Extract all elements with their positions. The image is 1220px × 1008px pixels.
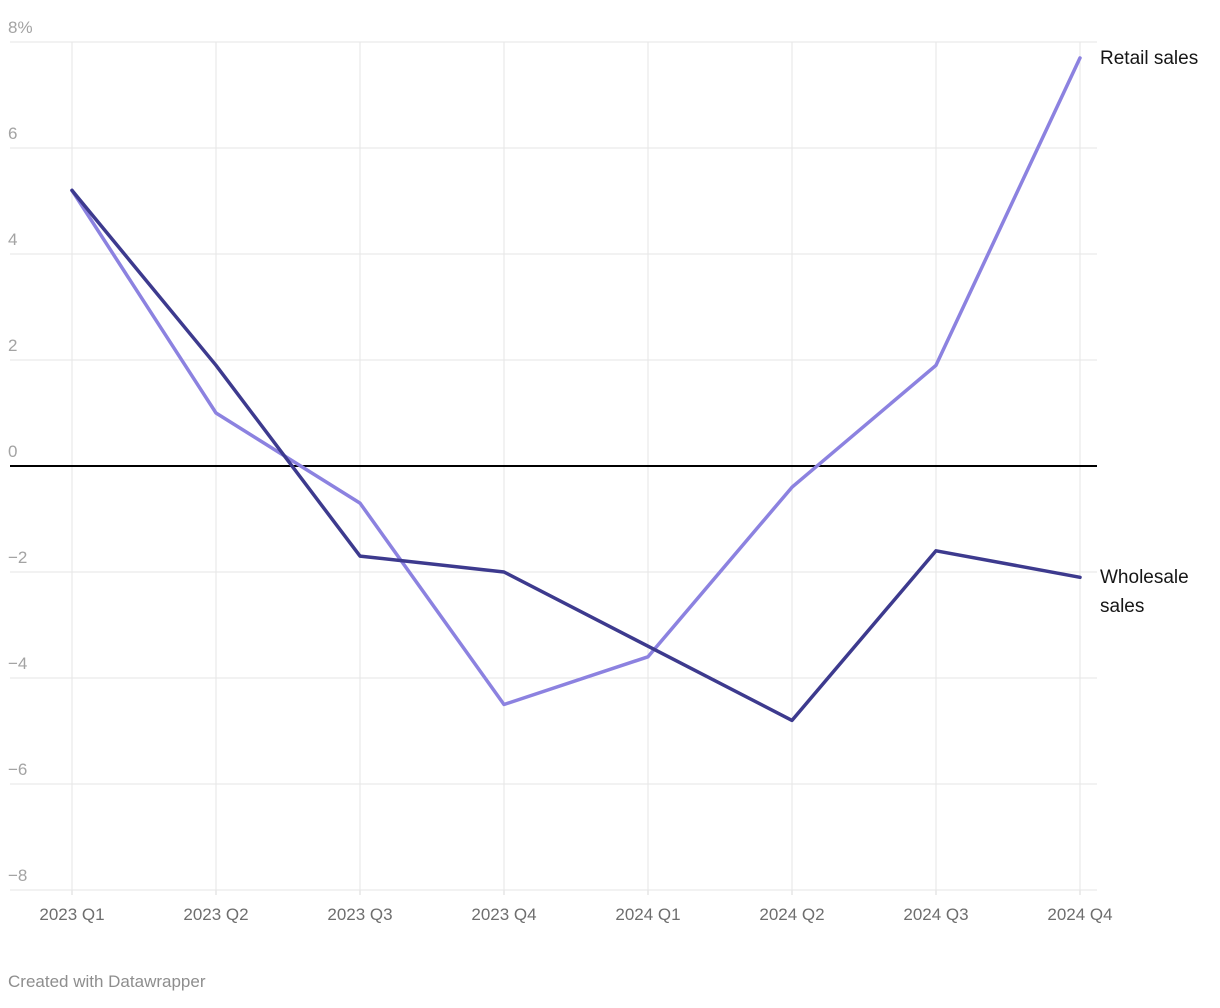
y-tick-label: 2	[8, 336, 17, 355]
y-tick-label: 6	[8, 124, 17, 143]
chart-plot: 2023 Q1 2023 Q2 2023 Q3 2023 Q4 2024 Q1 2024 …	[8, 18, 1113, 924]
x-tick-label: 2024 Q4	[1047, 905, 1112, 924]
y-tick-label: 4	[8, 230, 17, 249]
series-line-wholesale	[70, 188, 1082, 723]
series-label-wholesale: Wholesale sales	[1100, 567, 1189, 617]
x-tick-label: 2023 Q2	[183, 905, 248, 924]
y-tick-label: 0	[8, 442, 17, 461]
credit-line: Created with Datawrapper	[8, 972, 206, 991]
y-tick-label: −4	[8, 654, 27, 673]
x-tick-label: 2023 Q3	[327, 905, 392, 924]
y-tick-label: 8%	[8, 18, 33, 37]
y-tick-label: −2	[8, 548, 27, 567]
x-tick-label: 2024 Q2	[759, 905, 824, 924]
x-tick-label: 2023 Q1	[39, 905, 104, 924]
y-tick-label: −6	[8, 760, 27, 779]
x-tick-label: 2024 Q3	[903, 905, 968, 924]
y-tick-label: −8	[8, 866, 27, 885]
series-label-retail: Retail sales	[1100, 48, 1199, 69]
series-line-retail	[70, 56, 1082, 707]
x-tick-label: 2024 Q1	[615, 905, 680, 924]
x-tick-label: 2023 Q4	[471, 905, 536, 924]
